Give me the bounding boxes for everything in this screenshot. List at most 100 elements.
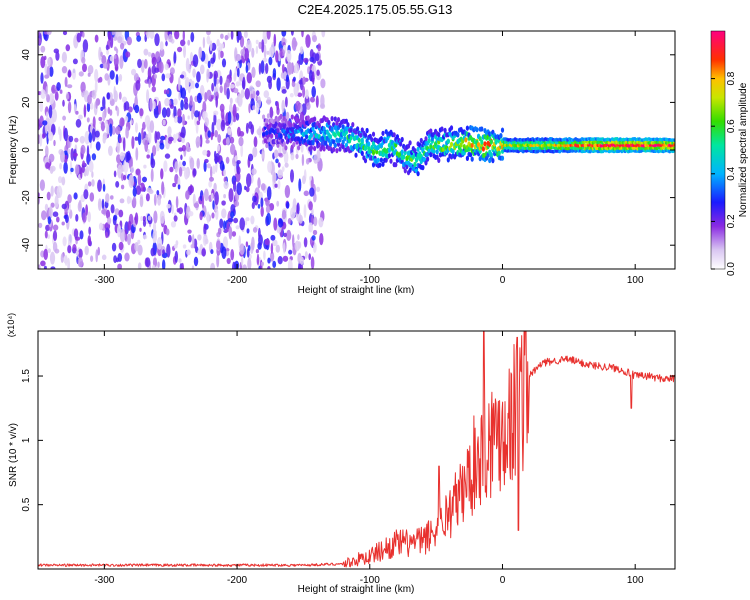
spectrogram-noise-cell [109,55,115,62]
spectrogram-noise-cell [173,215,178,222]
spectrogram-signal-cell [469,152,473,158]
spectrogram-noise-cell [206,69,210,80]
spectrogram-noise-cell [52,224,59,231]
spectrogram-noise-cell [226,257,231,265]
y-tick-label: 0 [21,147,32,153]
spectrogram-noise-cell [246,247,250,258]
spectrogram-signal-cell [346,122,350,128]
spectrogram-noise-cell [52,211,59,217]
spectrogram-signal-cell [344,129,348,135]
spectrogram-noise-cell [124,233,128,242]
spectrogram-signal-cell [333,116,337,122]
spectrogram-noise-cell [164,97,170,107]
spectrogram-noise-cell [289,93,294,98]
spectrogram-noise-cell [105,209,111,219]
spectrogram-noise-cell [74,164,80,176]
spectrogram-noise-cell [67,194,72,204]
spectrogram-noise-cell [56,185,63,199]
spectrogram-signal-cell [432,148,436,154]
spectrogram-noise-cell [144,115,151,128]
spectrogram-noise-cell [233,217,239,224]
spectrogram-noise-cell [252,195,257,203]
spectrogram-noise-cell [105,44,109,51]
spectrogram-signal-cell [289,122,293,128]
spectrogram-noise-cell [192,101,195,115]
spectrogram-signal-cell [430,135,434,142]
spectrogram-noise-cell [278,152,282,157]
spectrogram-noise-cell [162,259,166,269]
spectrogram-noise-cell [81,56,86,64]
spectrogram-signal-cell [443,127,447,133]
spectrogram-noise-cell [111,242,117,252]
spectrogram-noise-cell [275,158,279,164]
spectrogram-noise-cell [67,233,73,246]
spectrogram-noise-cell [283,151,289,164]
spectrogram-signal-cell [491,158,495,164]
spectrogram-noise-cell [211,212,215,219]
spectrogram-noise-cell [230,143,236,155]
spectrogram-noise-cell [102,135,106,144]
spectrogram-noise-cell [312,35,317,43]
spectrogram-noise-cell [281,31,287,37]
spectrogram-noise-cell [316,186,321,192]
spectrogram-noise-cell [62,99,65,107]
spectrogram-noise-cell [46,130,49,145]
spectrogram-noise-cell [190,31,195,43]
spectrogram-noise-cell [43,248,48,261]
spectrogram-noise-cell [267,161,273,173]
spectrogram-signal-cell [324,140,328,146]
spectrogram-signal-cell [367,141,371,147]
spectrogram-noise-cell [110,34,114,49]
spectrogram-signal-cell [499,133,503,139]
spectrogram-signal-cell [349,127,353,133]
spectrogram-noise-cell [213,110,219,116]
spectrogram-noise-cell [143,48,149,56]
spectrogram-noise-cell [223,194,227,199]
spectrogram-noise-cell [283,232,287,238]
spectrogram-noise-cell [63,161,68,174]
spectrogram-noise-cell [222,236,228,250]
spectrogram-noise-cell [115,181,120,188]
spectrogram-noise-cell [221,200,226,206]
spectrogram-noise-cell [50,266,56,269]
spectrogram-noise-cell [118,241,124,251]
spectrogram-noise-cell [118,91,122,100]
spectrogram-noise-cell [245,217,250,222]
spectrogram-noise-cell [140,215,144,222]
spectrogram-noise-cell [139,196,144,208]
spectrogram-noise-cell [147,215,152,221]
spectrogram-noise-cell [113,36,118,41]
spectrogram-signal-cell [456,132,460,138]
spectrogram-noise-cell [98,46,102,61]
spectrogram-noise-cell [193,256,199,267]
spectrogram-signal-cell [465,155,469,161]
spectrogram-noise-cell [187,39,191,46]
spectrogram-noise-cell [239,217,245,231]
spectrogram-noise-cell [216,39,220,47]
spectrogram-noise-cell [101,208,107,215]
spectrogram-noise-cell [102,96,106,110]
spectrogram-signal-cell [335,148,339,154]
spectrogram-noise-cell [73,228,79,239]
spectrogram-noise-cell [310,96,315,103]
spectrogram-noise-cell [119,151,125,162]
spectrogram-noise-cell [98,222,104,231]
spectrogram-noise-cell [40,56,46,69]
spectrogram-noise-cell [243,31,248,38]
spectrogram-noise-cell [46,31,52,35]
spectrogram-noise-cell [308,222,314,233]
spectrogram-noise-cell [111,31,115,36]
spectrogram-noise-cell [94,34,99,43]
spectrogram-signal-cell [266,113,270,119]
spectrogram-noise-cell [196,71,201,83]
y-tick-label: 40 [21,49,32,61]
spectrogram-noise-cell [89,192,95,202]
spectrogram-noise-cell [72,243,77,254]
spectrogram-noise-cell [146,31,151,39]
spectrogram-noise-cell [279,47,283,58]
spectrogram-noise-cell [75,250,80,256]
spectrogram-noise-cell [208,180,213,188]
spectrogram-signal-cell [416,171,420,177]
spectrogram-noise-cell [240,89,245,98]
spectrogram-signal-cell [279,133,283,139]
